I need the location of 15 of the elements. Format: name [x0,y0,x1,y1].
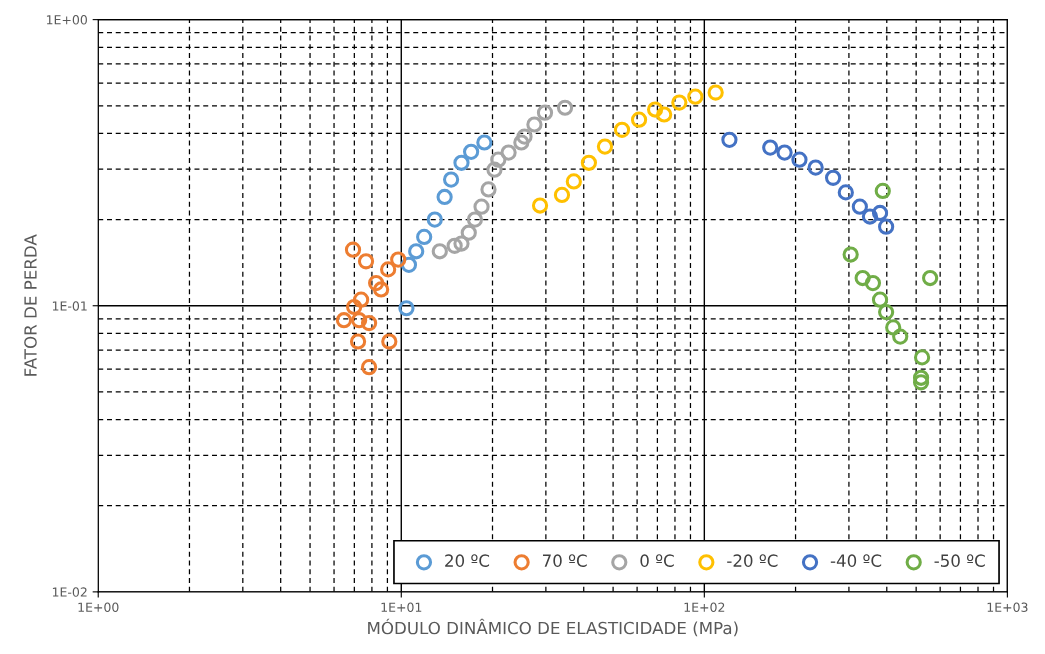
x-tick-label: 1E+00 [78,602,119,612]
legend-label: 0 ºC [640,554,674,567]
y-axis-title: FATOR DE PERDA [24,234,37,376]
legend-label: 20 ºC [445,554,490,567]
x-axis-title: MÓDULO DINÂMICO DE ELASTICIDADE (MPa) [368,618,738,637]
y-tick-label: 1E-01 [52,301,87,311]
y-tick-label: 1E+00 [46,15,87,25]
x-tick-label: 1E+03 [987,602,1028,612]
legend-label: 70 ºC [542,554,587,567]
y-tick-label: 1E-02 [52,587,87,597]
x-tick-label: 1E+01 [381,602,422,612]
legend-label: -40 ºC [830,554,882,567]
legend-label: -20 ºC [727,554,778,567]
legend-label: -50 ºC [934,554,985,567]
x-tick-label: 1E+02 [684,602,725,612]
